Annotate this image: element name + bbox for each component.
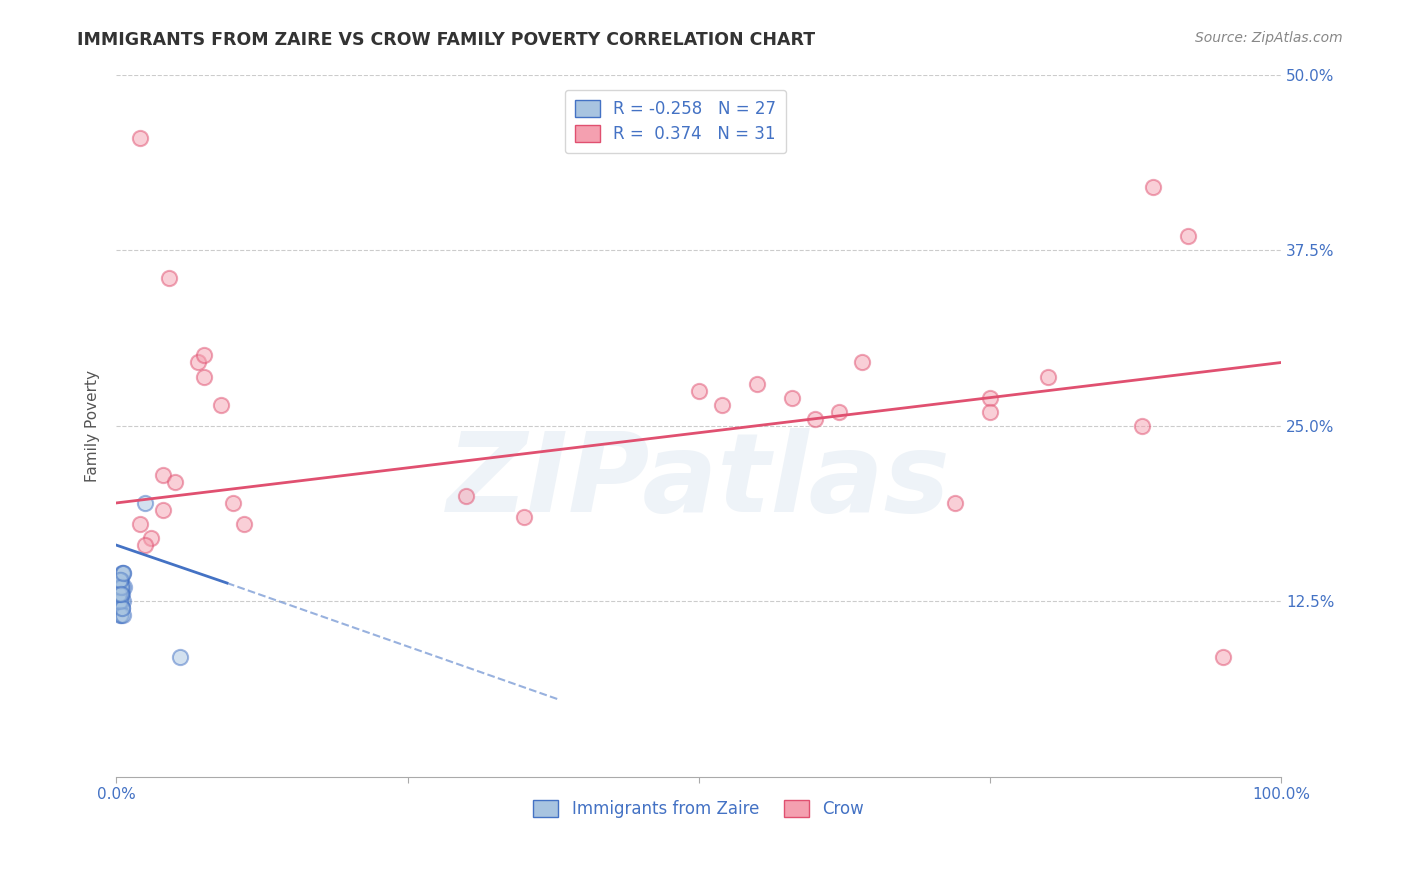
Point [112,566,135,581]
Point [108,594,131,608]
Point [112,608,135,623]
Text: ZIPatlas: ZIPatlas [447,428,950,535]
Point [111,580,134,594]
Point [851,355,873,369]
Point [1142,180,1164,194]
Point [112,566,135,581]
Point [152,503,174,517]
Point [513,510,536,524]
Point [979,404,1001,418]
Point [1212,650,1234,665]
Point [112,594,135,608]
Point [1130,418,1153,433]
Point [110,587,132,601]
Legend: Immigrants from Zaire, Crow: Immigrants from Zaire, Crow [527,793,870,825]
Point [107,580,129,594]
Point [688,384,710,398]
Point [128,516,150,531]
Point [108,587,131,601]
Point [233,516,256,531]
Point [134,538,156,552]
Point [152,467,174,482]
Point [111,601,134,615]
Point [110,608,132,623]
Point [163,475,186,489]
Point [827,404,849,418]
Point [110,594,132,608]
Point [110,587,132,601]
Point [108,573,131,587]
Point [979,391,1001,405]
Point [222,496,245,510]
Point [108,573,131,587]
Point [111,566,134,581]
Point [711,398,734,412]
Point [110,573,132,587]
Point [157,271,180,285]
Point [193,348,215,362]
Point [780,391,803,405]
Point [128,130,150,145]
Point [108,573,131,587]
Text: IMMIGRANTS FROM ZAIRE VS CROW FAMILY POVERTY CORRELATION CHART: IMMIGRANTS FROM ZAIRE VS CROW FAMILY POV… [77,31,815,49]
Point [134,496,156,510]
Point [1038,369,1060,384]
Point [943,496,966,510]
Point [107,587,129,601]
Point [804,411,827,425]
Point [111,601,134,615]
Point [193,369,215,384]
Point [169,650,191,665]
Point [141,531,163,545]
Point [108,608,131,623]
Point [1177,229,1199,244]
Point [110,580,132,594]
Text: Source: ZipAtlas.com: Source: ZipAtlas.com [1195,31,1343,45]
Point [745,376,768,391]
Point [209,398,232,412]
Point [187,355,209,369]
Point [112,580,135,594]
Y-axis label: Family Poverty: Family Poverty [86,369,100,482]
Point [107,601,129,615]
Point [454,489,477,503]
Point [111,587,134,601]
